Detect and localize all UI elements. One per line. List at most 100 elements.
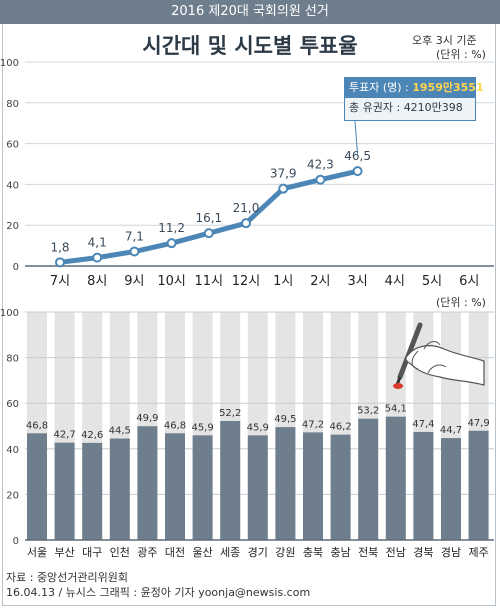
line-point: [203, 228, 214, 239]
bar-data-label: 44,7: [440, 425, 462, 436]
line-data-label: 37,9: [270, 167, 297, 181]
voters-label: 투표자 (명) :: [349, 81, 413, 94]
bar-data-label: 42,7: [53, 430, 75, 441]
line-x-tick-label: 11시: [195, 274, 224, 289]
bar-x-tick-label: 제주: [468, 546, 488, 559]
line-point: [241, 218, 251, 229]
line-point: [315, 174, 326, 185]
voter-info-box: 투표자 (명) : 1959만3551 총 유권자 : 4210만398: [344, 77, 484, 121]
line-data-label: 4,1: [88, 236, 107, 250]
line-y-tick-label: 100: [0, 58, 19, 69]
bar-data-label: 46,8: [26, 420, 48, 431]
bar-data-label: 54,1: [385, 404, 407, 415]
total-voters-value: 4210만398: [403, 101, 463, 114]
bar-x-tick-label: 경남: [441, 546, 461, 559]
line-point: [55, 257, 65, 268]
bar: [220, 420, 241, 540]
bar-x-tick-label: 충북: [303, 546, 323, 559]
bar-x-tick-label: 광주: [137, 546, 157, 559]
bar: [468, 430, 489, 540]
time-note: 오후 3시 기준: [412, 34, 477, 47]
voters-row: 투표자 (명) : 1959만3551: [345, 78, 484, 98]
bar-y-tick-label: 40: [6, 445, 19, 456]
bar-y-tick-label: 0: [13, 536, 19, 547]
line-point: [278, 183, 289, 194]
bar: [275, 427, 296, 540]
bar-data-label: 45,9: [247, 422, 269, 433]
bar: [413, 431, 434, 540]
line-y-tick-label: 0: [13, 262, 19, 273]
bar-x-tick-label: 대구: [82, 546, 102, 559]
line-y-tick-label: 60: [6, 140, 19, 151]
bar-data-label: 42,6: [81, 430, 103, 441]
bar-x-tick-label: 경기: [248, 546, 268, 559]
line-x-tick-label: 7시: [50, 274, 70, 289]
bar-x-tick-label: 전북: [358, 546, 378, 559]
total-voters-label: 총 유권자 :: [349, 101, 404, 114]
voters-value: 1959만3551: [412, 81, 484, 94]
line-point: [166, 238, 177, 249]
bar: [27, 433, 47, 540]
bar-x-tick-label: 인천: [110, 545, 130, 559]
bar-x-tick-label: 대전: [165, 546, 185, 559]
line-data-label: 11,2: [158, 221, 185, 235]
bar: [247, 435, 268, 540]
bar-data-label: 45,9: [191, 422, 213, 433]
bar: [330, 434, 351, 540]
line-point: [129, 246, 140, 257]
total-voters-row: 총 유권자 : 4210만398: [345, 98, 475, 118]
bar-x-tick-label: 강원: [275, 546, 295, 559]
source-note: 자료 : 중앙선거관리위원회: [6, 571, 129, 584]
line-data-label: 42,3: [307, 158, 334, 172]
bar-data-label: 47,4: [412, 419, 434, 430]
line-x-tick-label: 4시: [385, 274, 405, 289]
info-pointer-line: [354, 120, 359, 156]
bar-data-label: 52,2: [219, 408, 241, 419]
bar-x-tick-label: 충남: [330, 546, 350, 559]
page-title: 시간대 및 시도별 투표율: [142, 34, 358, 58]
bar-data-label: 46,8: [164, 420, 186, 431]
bar-x-tick-label: 울산: [192, 546, 212, 559]
line-data-label: 21,0: [233, 201, 260, 215]
line-y-tick-label: 80: [6, 99, 19, 110]
bar: [303, 432, 323, 540]
unit-label-bottom: (단위 : %): [436, 296, 486, 309]
bar-data-label: 49,9: [136, 413, 158, 424]
bar: [192, 435, 213, 540]
bar: [441, 438, 461, 540]
footer: 자료 : 중앙선거관리위원회 16.04.13 / 뉴시스 그래픽 : 윤정아 …: [6, 570, 310, 600]
bar-y-tick-label: 100: [0, 308, 19, 319]
bar: [358, 418, 379, 540]
bar: [165, 433, 185, 540]
line-x-tick-label: 3시: [347, 274, 367, 289]
bar-data-label: 47,9: [467, 418, 489, 429]
bar-data-label: 49,5: [274, 414, 296, 425]
bar-x-tick-label: 경북: [413, 546, 433, 559]
line-x-tick-label: 12시: [232, 274, 261, 289]
line-x-tick-label: 6시: [459, 274, 479, 289]
line-x-tick-label: 5시: [422, 274, 442, 289]
bar-y-tick-label: 60: [6, 399, 19, 410]
credit-note: 16.04.13 / 뉴시스 그래픽 : 윤정아 기자 yoonja@newsi…: [6, 586, 311, 599]
line-x-tick-label: 10시: [157, 274, 186, 289]
line-y-tick-label: 20: [6, 221, 19, 232]
line-data-label: 1,8: [50, 240, 69, 254]
hand-pen-illustration: [393, 322, 485, 389]
line-data-label: 7,1: [125, 230, 144, 244]
bar-data-label: 53,2: [357, 406, 379, 417]
unit-label-top: (단위 : %): [436, 48, 486, 61]
bar: [82, 442, 103, 540]
bar-x-tick-label: 서울: [27, 546, 47, 559]
bar-data-label: 46,2: [329, 422, 351, 433]
line-x-tick-label: 8시: [87, 274, 107, 289]
line-point: [92, 252, 103, 263]
bar-y-tick-label: 80: [6, 354, 19, 365]
line-y-tick-label: 40: [6, 180, 19, 191]
bar: [385, 416, 406, 540]
line-data-label: 16,1: [195, 211, 222, 225]
bar-y-tick-label: 20: [6, 490, 19, 501]
bar-data-label: 47,2: [302, 419, 324, 430]
bar-x-tick-label: 부산: [54, 546, 74, 559]
bar: [54, 442, 75, 540]
